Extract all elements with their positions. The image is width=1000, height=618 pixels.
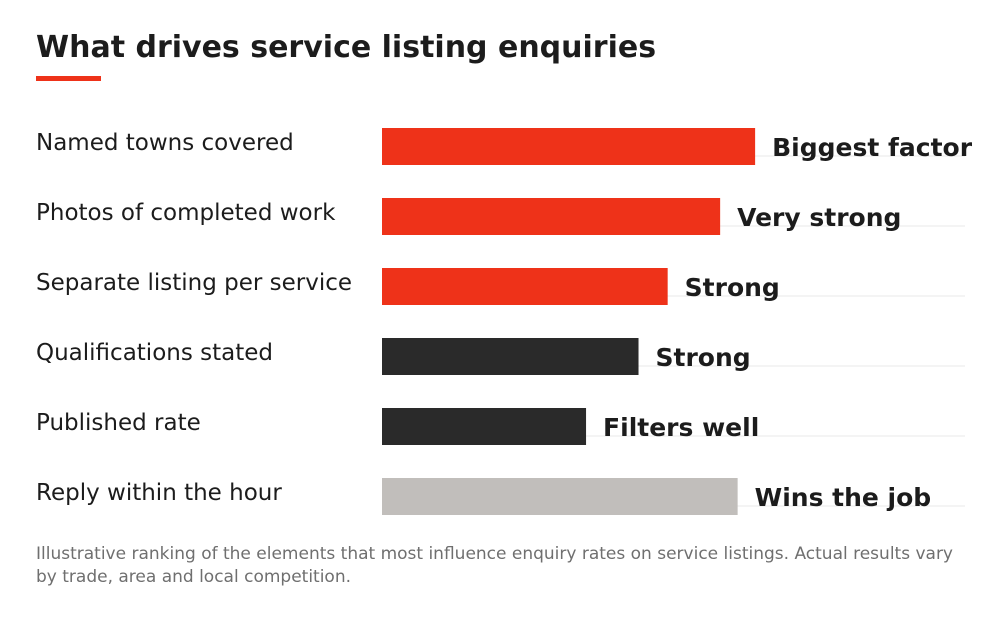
category-label: Reply within the hour xyxy=(36,480,282,506)
bar-data-label: Wins the job xyxy=(755,483,932,512)
chart-footnote: Illustrative ranking of the elements tha… xyxy=(36,544,953,587)
bar-row: Separate listing per service Strong xyxy=(36,268,965,305)
bar-data-label: Strong xyxy=(685,273,780,302)
bar-data-label: Very strong xyxy=(737,203,901,232)
bar-row: Named towns covered Biggest factor xyxy=(36,128,973,165)
category-label: Separate listing per service xyxy=(36,270,352,296)
bar xyxy=(382,198,721,235)
bar-row: Reply within the hour Wins the job xyxy=(36,478,965,515)
bar-data-label: Biggest factor xyxy=(772,133,973,162)
bar xyxy=(382,408,587,445)
bar-row: Qualifications stated Strong xyxy=(36,338,965,375)
bar-data-label: Filters well xyxy=(603,413,759,442)
bar xyxy=(382,338,639,375)
bar xyxy=(382,478,738,515)
bar-row: Published rate Filters well xyxy=(36,408,965,445)
category-label: Qualifications stated xyxy=(36,340,273,366)
title-accent-rule xyxy=(36,76,101,81)
bar xyxy=(382,128,756,165)
category-label: Published rate xyxy=(36,410,201,436)
category-label: Photos of completed work xyxy=(36,200,336,226)
bar xyxy=(382,268,668,305)
bar-row: Photos of completed work Very strong xyxy=(36,198,965,235)
category-label: Named towns covered xyxy=(36,130,294,156)
bar-data-label: Strong xyxy=(656,343,751,372)
chart-title: What drives service listing enquiries xyxy=(36,30,657,65)
